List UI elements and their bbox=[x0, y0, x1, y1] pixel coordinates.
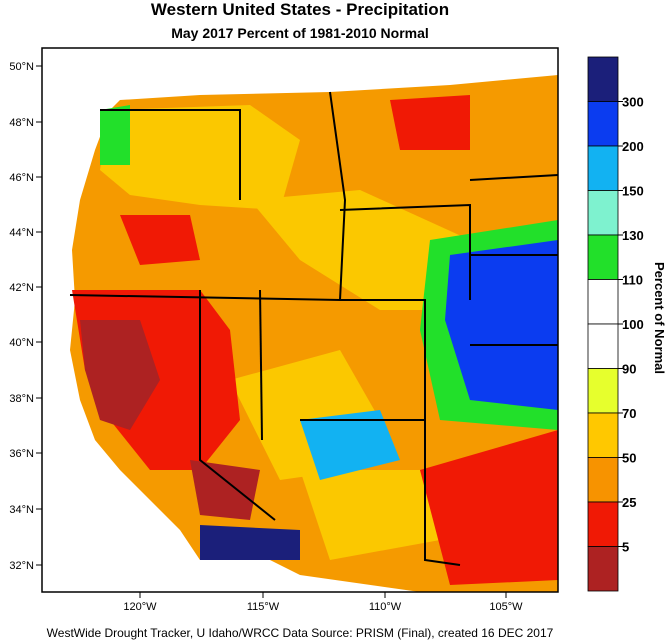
region-colorado-wet bbox=[445, 240, 558, 410]
region-arizona bbox=[300, 470, 440, 560]
map-title: Western United States - Precipitation bbox=[150, 0, 450, 19]
lat-label: 36°N bbox=[9, 448, 34, 460]
colorbar-tick-label: 150 bbox=[622, 184, 644, 199]
colorbar-tick-label: 200 bbox=[622, 139, 644, 154]
region-socal-desert bbox=[200, 525, 300, 560]
colorbar-tick-label: 25 bbox=[622, 495, 636, 510]
colorbar-tick-label: 90 bbox=[622, 362, 636, 377]
colorbar-segment bbox=[587, 368, 619, 414]
region-idaho-wyoming bbox=[250, 190, 470, 310]
colorbar-segment bbox=[587, 457, 619, 503]
region-northwest bbox=[100, 105, 300, 210]
region-puget bbox=[100, 105, 130, 165]
lat-ticks bbox=[36, 65, 42, 566]
lat-label: 32°N bbox=[9, 560, 34, 572]
map-subtitle: May 2017 Percent of 1981-2010 Normal bbox=[171, 25, 429, 41]
colorbar-segment bbox=[587, 101, 619, 147]
lat-label: 38°N bbox=[9, 393, 34, 405]
lat-label: 48°N bbox=[9, 117, 34, 129]
lat-label: 34°N bbox=[9, 504, 34, 516]
colorbar-tick-label: 5 bbox=[622, 540, 629, 555]
colorbar-segment bbox=[587, 323, 619, 369]
boundary-line bbox=[300, 299, 426, 421]
boundary-line bbox=[69, 91, 347, 302]
colorbar-segment bbox=[587, 145, 619, 191]
boundary-line bbox=[100, 109, 241, 200]
colorbar-segment bbox=[587, 546, 619, 592]
colorbar: 300 200 150 130 110 100 90 70 50 25 5 bbox=[587, 56, 644, 592]
lon-ticks bbox=[139, 592, 507, 598]
lat-label: 50°N bbox=[9, 61, 34, 73]
region-oregon bbox=[120, 215, 200, 265]
colorbar-tick-label: 130 bbox=[622, 228, 644, 243]
colorbar-segment bbox=[587, 279, 619, 325]
lon-label: 105°W bbox=[489, 601, 523, 613]
colorbar-title: Percent of Normal bbox=[652, 262, 667, 374]
region-central-valley bbox=[80, 320, 160, 430]
map-panel bbox=[42, 48, 558, 592]
boundary-line bbox=[259, 289, 263, 441]
lat-label: 46°N bbox=[9, 172, 34, 184]
state-boundaries bbox=[69, 91, 558, 566]
map-border bbox=[41, 47, 559, 593]
lat-label: 44°N bbox=[9, 227, 34, 239]
lon-label: 120°W bbox=[123, 601, 157, 613]
lat-labels: 50°N 48°N 46°N 44°N 42°N 40°N 38°N 36°N … bbox=[9, 61, 34, 572]
colorbar-tick-label: 100 bbox=[622, 317, 644, 332]
region-montana bbox=[390, 95, 470, 150]
lat-label: 40°N bbox=[9, 337, 34, 349]
colorbar-segment bbox=[587, 501, 619, 547]
boundary-line bbox=[424, 420, 461, 566]
region-mojave bbox=[190, 460, 260, 520]
colorbar-segment bbox=[587, 412, 619, 458]
lon-labels: 120°W 115°W 110°W 105°W bbox=[123, 601, 523, 613]
region-new-mexico bbox=[420, 430, 558, 585]
footer-credit: WestWide Drought Tracker, U Idaho/WRCC D… bbox=[46, 626, 554, 640]
colorbar-segment bbox=[587, 190, 619, 236]
colorbar-tick-label: 70 bbox=[622, 406, 636, 421]
colorbar-tick-label: 300 bbox=[622, 95, 644, 110]
colorbar-tick-label: 50 bbox=[622, 451, 636, 466]
colorbar-segment bbox=[587, 234, 619, 280]
colorbar-tick-label: 110 bbox=[622, 273, 643, 288]
colorbar-segment bbox=[587, 56, 619, 102]
boundary-line bbox=[469, 174, 558, 181]
boundary-line bbox=[339, 203, 471, 300]
boundary-line bbox=[199, 290, 276, 521]
region-four-corners bbox=[300, 410, 400, 480]
lon-label: 115°W bbox=[247, 601, 280, 613]
lon-label: 110°W bbox=[369, 601, 402, 613]
lat-label: 42°N bbox=[9, 282, 34, 294]
